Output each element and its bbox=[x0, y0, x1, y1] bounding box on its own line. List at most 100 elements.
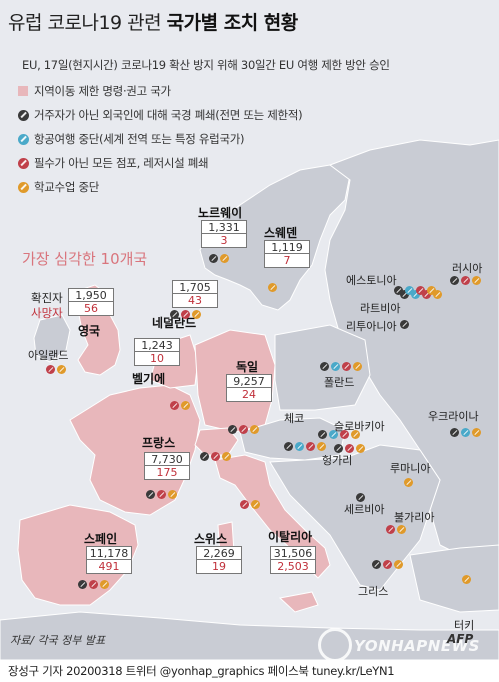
cases-count: 1,331 bbox=[201, 220, 247, 234]
shop-closure-icon bbox=[240, 500, 249, 509]
flight-suspension-icon bbox=[411, 290, 420, 299]
legend-label: 항공여행 중단(세계 전역 또는 특정 유럽국가) bbox=[34, 132, 245, 146]
land-russia-finland bbox=[324, 139, 499, 561]
country-name-switzerland: 스위스 bbox=[194, 532, 228, 546]
shop-closure-icon bbox=[422, 290, 431, 299]
hungary-measure-icons bbox=[334, 444, 367, 453]
deaths-count: 10 bbox=[134, 352, 180, 366]
deaths-count: 7 bbox=[264, 254, 310, 268]
legend-shop-closure: 필수가 아닌 모든 점포, 레저시설 폐쇄 bbox=[18, 155, 209, 171]
legend-label: 거주자가 아닌 외국인에 대해 국경 폐쇄(전면 또는 제한적) bbox=[34, 108, 303, 122]
shop-closure-icon bbox=[211, 452, 220, 461]
lithuania-measure-icons bbox=[400, 320, 411, 329]
school-closure-icon bbox=[250, 425, 259, 434]
land-turkey bbox=[409, 544, 499, 613]
border-closure-icon bbox=[450, 428, 459, 437]
cases-count: 1,119 bbox=[264, 240, 310, 254]
map-svg bbox=[0, 139, 499, 660]
italy-measure-icons bbox=[240, 500, 262, 509]
watermark-logo-icon bbox=[318, 628, 352, 660]
stat-box-uk: 1,950 56 bbox=[68, 288, 114, 316]
shop-closure-icon bbox=[461, 276, 470, 285]
deaths-count: 56 bbox=[68, 302, 114, 316]
slovakia-measure-icons bbox=[318, 430, 362, 439]
school-closure-icon bbox=[433, 290, 442, 299]
school-closure-icon bbox=[168, 490, 177, 499]
source-note: 자료/ 각국 정부 발표 bbox=[10, 634, 106, 647]
europe-map: 유럽 코로나19 관련 국가별 조치 현황 EU, 17일(현지시간) 코로나1… bbox=[0, 0, 499, 660]
key-cases-label: 확진자 bbox=[31, 291, 63, 305]
legend-label: 학교수업 중단 bbox=[34, 180, 100, 194]
country-name-serbia: 세르비아 bbox=[344, 503, 385, 516]
germany-measure-icons bbox=[228, 425, 261, 434]
border-closure-icon bbox=[372, 560, 381, 569]
stat-box-italy: 31,506 2,503 bbox=[270, 546, 316, 574]
country-name-sweden: 스웨덴 bbox=[264, 226, 298, 240]
border-closure-icon bbox=[356, 493, 365, 502]
school-closure-icon bbox=[100, 580, 109, 589]
school-closure-icon bbox=[220, 254, 229, 263]
country-name-bulgaria: 불가리아 bbox=[394, 511, 435, 524]
school-closure-icon bbox=[268, 283, 277, 292]
shop-closure-icon bbox=[340, 430, 349, 439]
land-iberia bbox=[17, 504, 139, 606]
shop-closure-icon bbox=[383, 560, 392, 569]
france-measure-icons bbox=[146, 490, 179, 499]
cases-count: 1,705 bbox=[172, 280, 218, 294]
stat-box-germany: 9,257 24 bbox=[226, 374, 272, 402]
cases-count: 11,178 bbox=[86, 546, 132, 560]
country-name-spain: 스페인 bbox=[84, 532, 118, 546]
border-closure-icon bbox=[334, 444, 343, 453]
cases-count: 2,269 bbox=[196, 546, 242, 560]
stat-box-france: 7,730 175 bbox=[144, 452, 190, 480]
school-closure-icon bbox=[18, 181, 29, 193]
flight-suspension-icon bbox=[18, 133, 29, 145]
land-scandinavia bbox=[199, 164, 351, 311]
country-name-belgium: 벨기에 bbox=[132, 372, 166, 386]
czech-measure-icons bbox=[284, 442, 328, 451]
shop-closure-icon bbox=[46, 365, 55, 374]
border-closure-icon bbox=[200, 452, 209, 461]
netherlands-measure-icons bbox=[170, 310, 203, 319]
border-closure-icon bbox=[284, 442, 293, 451]
stat-box-spain: 11,178 491 bbox=[86, 546, 132, 574]
border-closure-icon bbox=[394, 286, 403, 295]
stat-box-belgium: 1,243 10 bbox=[134, 338, 180, 366]
stat-box-netherlands: 1,705 43 bbox=[172, 280, 218, 308]
country-name-estonia: 에스토니아 bbox=[346, 274, 397, 287]
country-name-hungary: 헝가리 bbox=[322, 454, 353, 467]
school-closure-icon bbox=[397, 525, 406, 534]
flight-suspension-icon bbox=[295, 442, 304, 451]
school-closure-icon bbox=[394, 560, 403, 569]
subtitle: EU, 17일(현지시간) 코로나19 확산 방지 위해 30일간 EU 여행 … bbox=[22, 58, 390, 72]
shop-closure-icon bbox=[306, 442, 315, 451]
romania-measure-icons bbox=[404, 478, 415, 487]
school-closure-icon bbox=[472, 428, 481, 437]
shop-closure-icon bbox=[239, 425, 248, 434]
shop-closure-icon bbox=[416, 286, 425, 295]
shop-closure-icon bbox=[386, 525, 395, 534]
border-closure-icon bbox=[170, 310, 179, 319]
norway-measure-icons bbox=[209, 254, 231, 263]
school-closure-icon bbox=[351, 430, 360, 439]
shop-closure-icon bbox=[345, 444, 354, 453]
cases-count: 9,257 bbox=[226, 374, 272, 388]
sweden-measure-icons bbox=[268, 283, 279, 292]
school-closure-icon bbox=[356, 444, 365, 453]
deaths-count: 43 bbox=[172, 294, 218, 308]
deaths-count: 3 bbox=[201, 234, 247, 248]
border-closure-icon bbox=[18, 109, 29, 121]
legend-school-closure: 학교수업 중단 bbox=[18, 179, 99, 195]
country-name-lithuania: 리투아니아 bbox=[346, 320, 397, 333]
deaths-count: 24 bbox=[226, 388, 272, 402]
belgium-measure-icons bbox=[170, 401, 192, 410]
country-name-ireland: 아일랜드 bbox=[28, 349, 69, 362]
school-closure-icon bbox=[251, 500, 260, 509]
school-closure-icon bbox=[317, 442, 326, 451]
title-bold: 국가별 조치 현황 bbox=[166, 12, 299, 34]
flight-suspension-icon bbox=[329, 430, 338, 439]
country-name-czech: 체코 bbox=[284, 412, 305, 425]
land-africa bbox=[0, 611, 499, 660]
country-name-uk: 영국 bbox=[78, 324, 101, 338]
